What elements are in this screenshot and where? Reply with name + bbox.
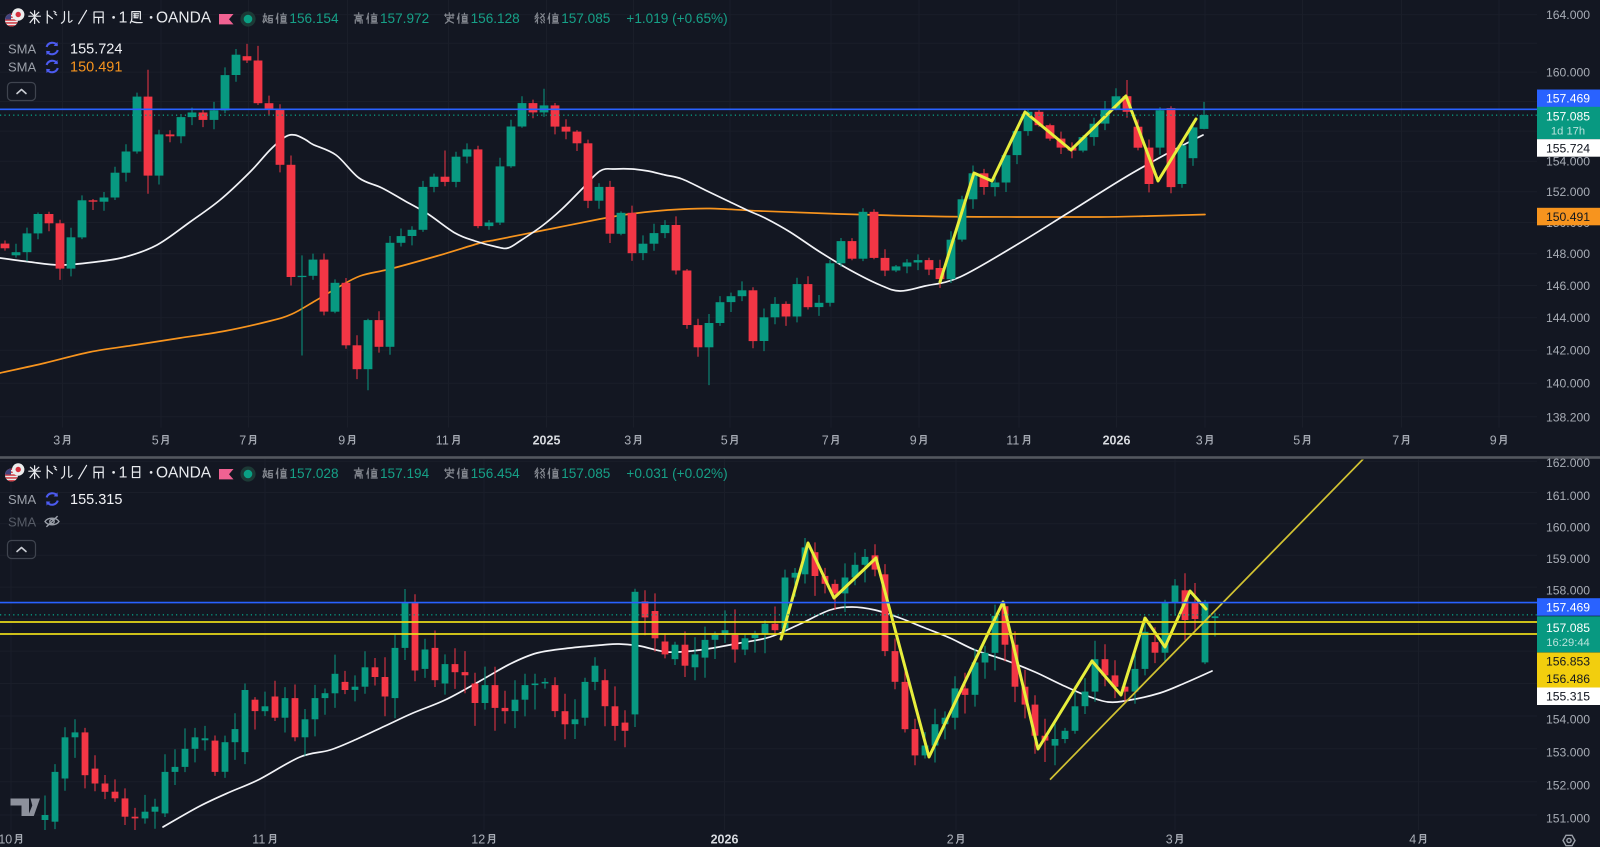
svg-text:154.000: 154.000 [1546, 713, 1590, 727]
svg-text:SMA: SMA [8, 492, 37, 507]
svg-text:1: 1 [119, 9, 128, 26]
svg-text:142.000: 142.000 [1546, 344, 1590, 358]
svg-text:OANDA: OANDA [156, 464, 212, 481]
svg-text:157.085: 157.085 [1546, 110, 1590, 124]
svg-text:3: 3 [1166, 833, 1173, 847]
svg-text:7: 7 [822, 434, 829, 448]
svg-text:1: 1 [119, 464, 128, 481]
svg-text:10: 10 [0, 833, 12, 847]
svg-text:156.486: 156.486 [1546, 672, 1590, 686]
svg-text:4: 4 [1409, 833, 1416, 847]
svg-text:150.491: 150.491 [1546, 210, 1590, 224]
svg-text:155.724: 155.724 [70, 42, 122, 58]
svg-text:1d 17h: 1d 17h [1551, 126, 1585, 138]
svg-text:SMA: SMA [8, 514, 37, 529]
svg-text:11: 11 [252, 833, 265, 847]
svg-text:152.000: 152.000 [1546, 778, 1590, 792]
svg-text:162.000: 162.000 [1546, 456, 1590, 470]
svg-text:156.853: 156.853 [1546, 655, 1590, 669]
svg-text:160.000: 160.000 [1546, 65, 1590, 79]
svg-text:157.085: 157.085 [561, 11, 610, 26]
svg-text:155.315: 155.315 [70, 492, 122, 508]
svg-text:158.000: 158.000 [1546, 584, 1590, 598]
svg-text:+0.031 (+0.02%): +0.031 (+0.02%) [626, 466, 727, 481]
svg-text:9: 9 [910, 434, 917, 448]
svg-text:5: 5 [152, 434, 159, 448]
svg-text:157.194: 157.194 [380, 466, 430, 481]
svg-text:138.200: 138.200 [1546, 410, 1590, 424]
svg-text:140.000: 140.000 [1546, 377, 1590, 391]
svg-text:SMA: SMA [8, 59, 37, 74]
svg-text:11: 11 [1006, 434, 1019, 448]
svg-text:5: 5 [721, 434, 728, 448]
svg-text:+1.019 (+0.65%): +1.019 (+0.65%) [626, 11, 727, 26]
svg-text:157.469: 157.469 [1546, 600, 1590, 614]
svg-text:155.315: 155.315 [1546, 690, 1590, 704]
svg-text:157.028: 157.028 [289, 466, 338, 481]
svg-text:2026: 2026 [1103, 434, 1131, 448]
svg-text:152.000: 152.000 [1546, 185, 1590, 199]
svg-text:2025: 2025 [533, 434, 561, 448]
svg-text:9: 9 [338, 434, 345, 448]
svg-text:144.000: 144.000 [1546, 311, 1590, 325]
svg-text:16:29:44: 16:29:44 [1546, 637, 1590, 649]
svg-text:157.469: 157.469 [1546, 92, 1590, 106]
svg-text:SMA: SMA [8, 41, 37, 56]
svg-text:148.000: 148.000 [1546, 247, 1590, 261]
svg-text:7: 7 [239, 434, 246, 448]
svg-text:2026: 2026 [711, 833, 739, 847]
svg-text:155.724: 155.724 [1546, 141, 1590, 155]
svg-text:153.000: 153.000 [1546, 745, 1590, 759]
svg-text:151.000: 151.000 [1546, 812, 1590, 826]
svg-text:9: 9 [1490, 434, 1497, 448]
svg-text:11: 11 [436, 434, 449, 448]
svg-text:7: 7 [1392, 434, 1399, 448]
svg-text:3: 3 [1196, 434, 1203, 448]
svg-text:12: 12 [471, 833, 485, 847]
svg-text:146.000: 146.000 [1546, 279, 1590, 293]
svg-text:157.972: 157.972 [380, 11, 429, 26]
svg-text:156.154: 156.154 [289, 11, 339, 26]
svg-text:156.128: 156.128 [471, 11, 520, 26]
svg-text:3: 3 [624, 434, 631, 448]
svg-text:161.000: 161.000 [1546, 489, 1590, 503]
svg-text:159.000: 159.000 [1546, 552, 1590, 566]
svg-text:150.491: 150.491 [70, 60, 122, 76]
svg-text:157.085: 157.085 [561, 466, 610, 481]
svg-text:2: 2 [947, 833, 954, 847]
svg-text:154.000: 154.000 [1546, 155, 1590, 169]
svg-text:156.454: 156.454 [471, 466, 521, 481]
svg-text:5: 5 [1293, 434, 1300, 448]
svg-text:157.085: 157.085 [1546, 621, 1590, 635]
svg-text:164.000: 164.000 [1546, 8, 1590, 22]
svg-text:160.000: 160.000 [1546, 520, 1590, 534]
svg-text:OANDA: OANDA [156, 9, 212, 26]
svg-text:3: 3 [53, 434, 60, 448]
